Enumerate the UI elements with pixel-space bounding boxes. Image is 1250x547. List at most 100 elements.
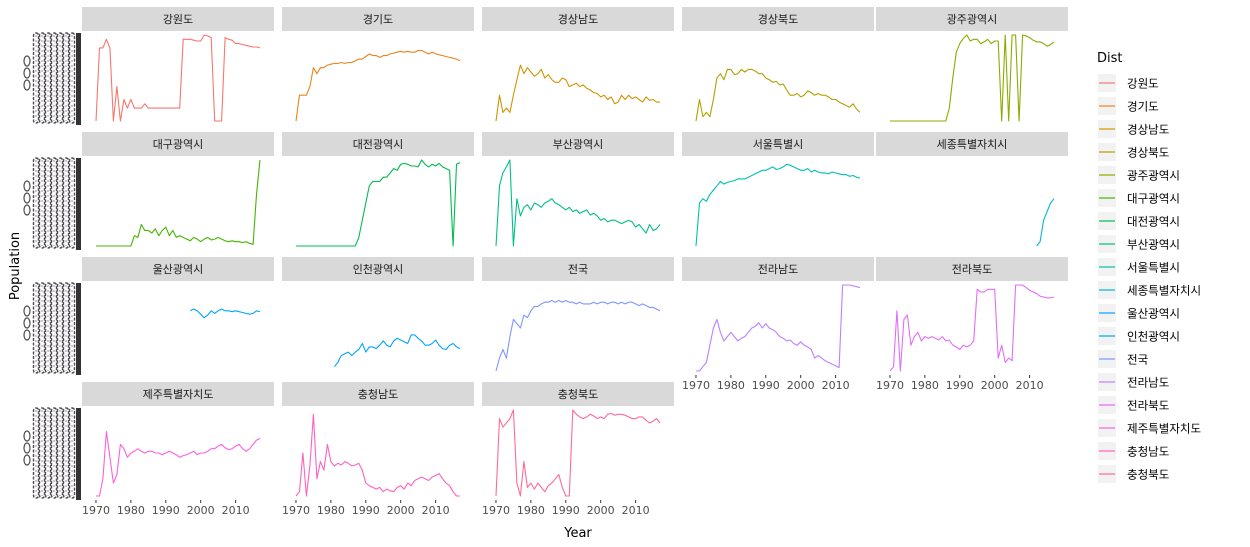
y-tick-glyph — [23, 192, 31, 204]
x-tick-label: 1970 — [876, 379, 904, 392]
legend-label: 충청북도 — [1127, 468, 1169, 482]
y-axis-title: Population — [8, 232, 23, 300]
y-tick-label-cluster — [38, 407, 46, 499]
y-tick-label-cluster — [68, 282, 76, 374]
x-tick-label: 1980 — [517, 504, 545, 517]
panel-background — [876, 156, 1068, 250]
y-tick-marks — [76, 33, 81, 125]
y-axes — [23, 32, 81, 500]
series-line — [95, 34, 261, 122]
panel-background — [682, 156, 874, 250]
legend-label: 경상북도 — [1127, 146, 1169, 160]
series-line — [495, 299, 661, 372]
y-tick-glyph — [23, 55, 31, 67]
series-line — [189, 308, 261, 319]
x-axis: 1970 1980 1990 2000 2010 — [682, 375, 850, 392]
series-line — [1036, 198, 1055, 247]
x-tick-label: 2000 — [387, 504, 415, 517]
legend-label: 대전광역시 — [1127, 215, 1180, 229]
facet-panel: 경상북도 — [682, 7, 874, 125]
facet-strip-label: 경상남도 — [558, 13, 598, 26]
y-tick-glyph — [23, 442, 31, 454]
facet-strip-label: 전라북도 — [952, 263, 992, 276]
x-axes: 1970 1980 1990 2000 2010 1970 1980 1990 2000 2010… — [82, 375, 1044, 517]
legend-label: 세종특별자치시 — [1127, 284, 1201, 298]
legend-label: 부산광역시 — [1127, 238, 1180, 252]
facet-strip — [682, 132, 874, 156]
legend-item: 대구광역시 — [1098, 189, 1180, 207]
legend-item: 울산광역시 — [1098, 304, 1180, 322]
legend-item: 전국 — [1098, 350, 1148, 368]
legend-item: 경상남도 — [1098, 120, 1169, 138]
y-axis-overplotted — [23, 282, 81, 375]
facet-panel: 전국 — [482, 257, 674, 375]
x-tick-label: 1980 — [117, 504, 145, 517]
y-tick-label-cluster — [38, 282, 46, 374]
panel-background — [82, 406, 274, 500]
facet-panel: 울산광역시 — [82, 257, 274, 375]
y-tick-label-cluster — [56, 407, 64, 499]
facet-strip-label: 세종특별자치시 — [937, 138, 1008, 151]
facet-panel: 충청북도 — [482, 382, 674, 500]
facet-panel: 대전광역시 — [282, 132, 474, 250]
x-tick-label: 1990 — [946, 379, 974, 392]
series-line — [495, 64, 660, 122]
y-tick-label-cluster — [50, 407, 58, 499]
legend-label: 강원도 — [1127, 77, 1159, 91]
facet-strip-label: 부산광역시 — [553, 138, 604, 151]
y-axis-overplotted — [23, 407, 81, 500]
x-tick-label: 2010 — [822, 379, 850, 392]
series-line — [96, 430, 261, 497]
facet-strip — [876, 7, 1068, 31]
y-tick-marks — [76, 283, 81, 375]
x-tick-label: 2000 — [787, 379, 815, 392]
legend-item: 서울특별시 — [1098, 258, 1180, 276]
legend-item: 경상북도 — [1098, 143, 1169, 161]
panel-background — [282, 281, 474, 375]
y-tick-label-cluster — [44, 282, 52, 374]
facet-panel: 전라북도 — [876, 257, 1068, 375]
x-tick-label: 2010 — [622, 504, 650, 517]
facet-panel: 서울특별시 — [682, 132, 874, 250]
y-axis-overplotted — [23, 32, 81, 125]
facet-strip-label: 대구광역시 — [153, 138, 204, 151]
y-axis-overplotted — [23, 157, 81, 250]
legend-label: 경상남도 — [1127, 123, 1169, 137]
legend-item: 광주광역시 — [1098, 166, 1180, 184]
series-line — [495, 409, 661, 497]
legend-label: 충청남도 — [1127, 445, 1169, 459]
y-tick-marks — [76, 408, 81, 500]
panel-background — [82, 31, 274, 125]
facet-strip — [82, 382, 274, 406]
facet-panel: 대구광역시 — [82, 132, 274, 250]
panel-background — [282, 156, 474, 250]
y-tick-glyph — [23, 317, 31, 329]
facet-strip-label: 충청남도 — [358, 388, 398, 401]
facet-strip — [282, 257, 474, 281]
facet-panel: 제주특별자치도 — [82, 382, 274, 500]
facet-strip — [82, 7, 274, 31]
legend: Dist 강원도경기도경상남도경상북도광주광역시대구광역시대전광역시부산광역시서… — [1097, 51, 1201, 483]
facet-panel: 경기도 — [282, 7, 474, 125]
x-tick-label: 1970 — [282, 504, 310, 517]
panel-background — [282, 31, 474, 125]
y-tick-label-cluster — [38, 157, 46, 249]
series-line — [889, 284, 1055, 372]
legend-title: Dist — [1097, 51, 1123, 66]
facet-panel: 부산광역시 — [482, 132, 674, 250]
facet-panel: 세종특별자치시 — [876, 132, 1068, 250]
y-tick-label-cluster — [62, 407, 70, 499]
series-line — [695, 163, 861, 247]
y-tick-glyph — [23, 329, 31, 341]
y-tick-label-cluster — [68, 407, 76, 499]
facet-strip — [682, 7, 874, 31]
x-tick-label: 2000 — [981, 379, 1009, 392]
y-tick-label-cluster — [56, 157, 64, 249]
legend-item: 인천광역시 — [1098, 327, 1180, 345]
facet-panel: 경상남도 — [482, 7, 674, 125]
series-line — [295, 413, 460, 497]
y-tick-glyph — [23, 454, 31, 466]
facet-panel: 광주광역시 — [876, 7, 1068, 125]
legend-label: 인천광역시 — [1127, 330, 1180, 344]
